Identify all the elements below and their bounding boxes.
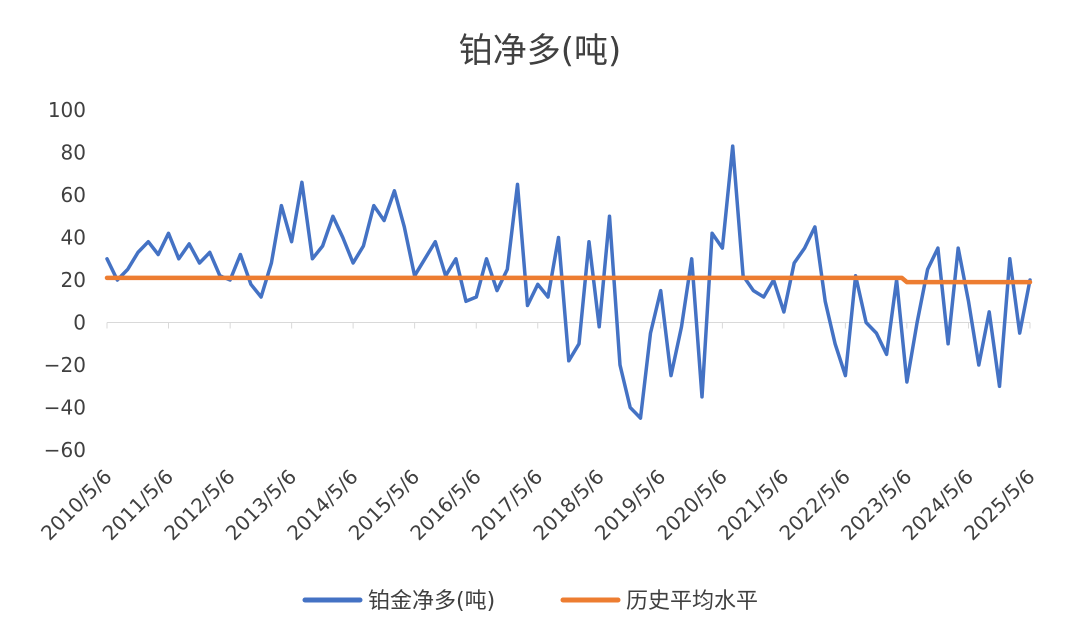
legend-label-2: 历史平均水平 (626, 589, 758, 614)
y-tick-label: 20 (61, 268, 86, 292)
y-tick-label: −20 (44, 353, 86, 377)
y-axis: 100 80 60 40 20 0 −20 −40 −60 (44, 98, 86, 462)
series-line-2 (104, 275, 1033, 285)
legend-label-1: 铂金净多(吨) (368, 589, 495, 614)
legend: 铂金净多(吨) 历史平均水平 (302, 589, 758, 614)
y-tick-label: 80 (61, 141, 86, 165)
plot-area (104, 144, 1033, 420)
series-line-1 (105, 144, 1032, 420)
chart-title: 铂净多(吨) (459, 31, 622, 71)
x-axis: 2010/5/62011/5/62012/5/62013/5/62014/5/6… (36, 322, 1040, 545)
y-tick-label: −60 (44, 438, 86, 462)
y-tick-label: 40 (61, 226, 86, 250)
y-tick-label: 60 (61, 183, 86, 207)
y-tick-label: −40 (44, 396, 86, 420)
y-tick-label: 100 (48, 98, 86, 122)
y-tick-label: 0 (73, 311, 86, 335)
